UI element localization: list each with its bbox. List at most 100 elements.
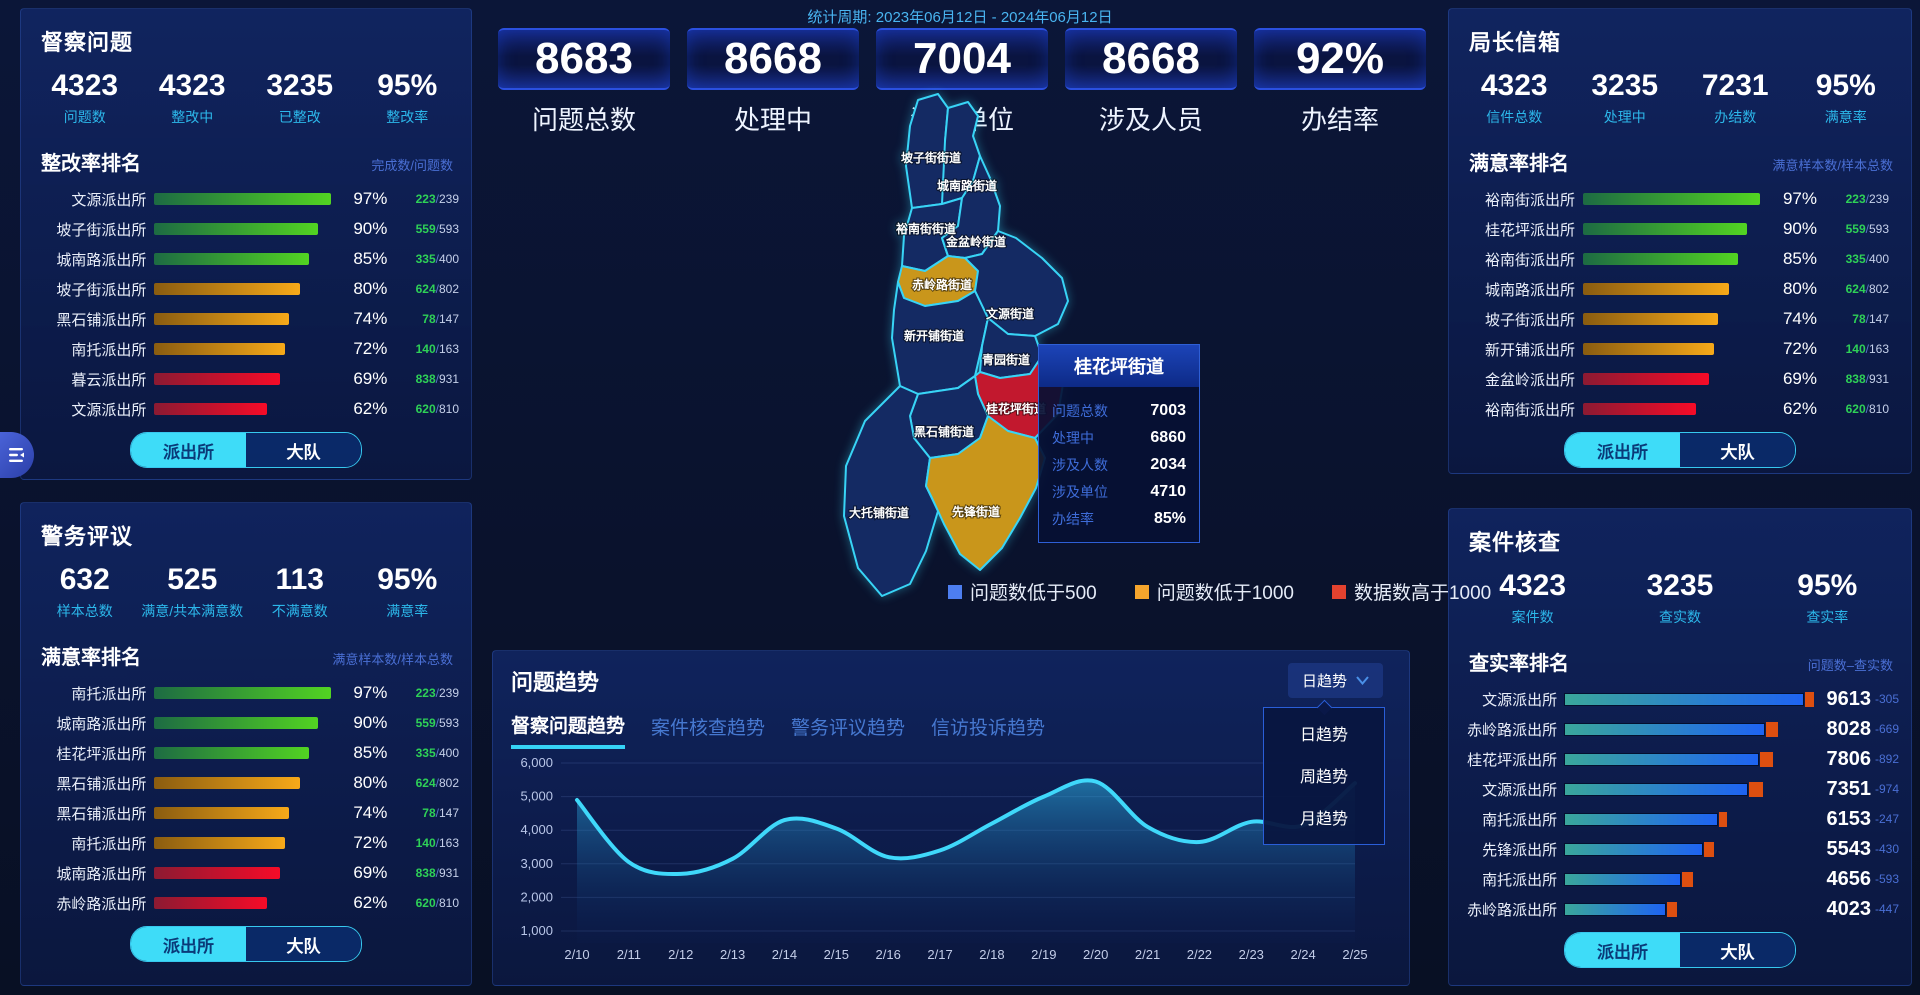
minus-value: -447 (1874, 902, 1899, 916)
ranking-bar-fill (154, 747, 310, 759)
toggle-police-station[interactable]: 派出所 (131, 433, 246, 467)
panel-title: 案件核查 (1469, 530, 1562, 555)
stats-row: 632 样本总数 525 满意/共本满意数 113 不满意数 95% 满意率 (21, 551, 471, 621)
ranking-bar-track (154, 223, 335, 235)
station-name: 裕南街派出所 (1484, 251, 1575, 269)
legend-item[interactable]: 问题数低于500 (948, 578, 1097, 605)
ranking-list: 裕南街派出所 97% 223/239 桂花坪派出所 90% 559/593 裕南街派出所 85… (1449, 182, 1911, 424)
stat-value: 95% (377, 69, 438, 102)
overview-stat: 8683 问题总数 (498, 28, 670, 137)
done-count: 223 (1845, 192, 1866, 206)
done-count: 620 (415, 402, 436, 416)
station-name: 坡子街派出所 (56, 281, 147, 299)
count-fraction: 838/931 (387, 866, 459, 880)
fraction-slash: / (435, 686, 439, 700)
toggle-brigade[interactable]: 大队 (1680, 933, 1795, 967)
legend-item[interactable]: 数据数高于1000 (1331, 578, 1492, 605)
ranking-bar-track (1583, 193, 1765, 205)
count-fraction: 335/400 (387, 252, 459, 266)
done-count: 624 (415, 776, 436, 790)
ranking-list: 文源派出所 97% 223/239 坡子街派出所 90% 559/593 城南路派出所 85%… (21, 182, 471, 424)
legend-label: 数据数高于1000 (1353, 583, 1492, 604)
ranking-bar-fill (154, 807, 290, 819)
trend-range-dropdown[interactable]: 日趋势 (1287, 663, 1383, 698)
stat-pillar: 7004 (876, 28, 1048, 90)
toggle-police-station[interactable]: 派出所 (1565, 433, 1680, 467)
x-axis-tick: 2/21 (1135, 947, 1160, 962)
toggle-police-station[interactable]: 派出所 (1565, 933, 1680, 967)
legend-label: 问题数低于1000 (1156, 583, 1294, 604)
total-count: 239 (438, 686, 459, 700)
ranking-bar-track (1564, 841, 1816, 857)
station-name: 城南路派出所 (56, 715, 147, 733)
total-count: 802 (1868, 282, 1889, 296)
total-count: 239 (1868, 192, 1889, 206)
ranking-bar-track (1564, 781, 1816, 797)
ranking-row: 南托派出所 97% 223/239 (29, 678, 459, 708)
stat: 113 不满意数 (246, 563, 354, 621)
done-count: 335 (415, 252, 436, 266)
stat-label: 整改中 (171, 109, 214, 125)
ranking-bar-cap (1805, 691, 1815, 707)
fraction-slash: / (435, 222, 439, 236)
tab-item[interactable]: 警务评议趋势 (791, 711, 905, 749)
ranking-row: 桂花坪派出所 7806 -892 (1457, 744, 1899, 774)
ranking-bar-fill (1583, 253, 1738, 265)
y-axis-tick: 6,000 (520, 755, 553, 770)
stat: 4323 问题数 (31, 69, 139, 127)
legend-item[interactable]: 问题数低于1000 (1134, 578, 1294, 605)
legend-swatch (948, 584, 962, 599)
dropdown-option[interactable]: 月趋势 (1264, 796, 1384, 838)
stat-label: 满意率 (386, 603, 429, 619)
count-fraction: 78/147 (387, 806, 459, 820)
tab-item[interactable]: 信访投诉趋势 (931, 711, 1045, 749)
tab-active[interactable]: 督察问题趋势 (511, 711, 626, 749)
ranking-bar-cap (1760, 751, 1774, 767)
stat-value: 7231 (1701, 69, 1769, 102)
ranking-row: 南托派出所 6153 -247 (1457, 804, 1899, 834)
station-name: 南托派出所 (1482, 811, 1558, 829)
ranking-bar-track (154, 253, 335, 265)
ranking-bar-fill (154, 403, 268, 415)
minus-value: -247 (1874, 812, 1899, 826)
station-name: 文源派出所 (1482, 781, 1558, 799)
toggle-police-station[interactable]: 派出所 (131, 927, 246, 961)
tooltip-value: 85% (1153, 509, 1186, 527)
fraction-slash: / (435, 836, 439, 850)
ranking-bar-fill (1564, 782, 1749, 796)
dropdown-option[interactable]: 周趋势 (1264, 754, 1384, 796)
count-fraction: 620/810 (387, 896, 459, 910)
toggle-brigade[interactable]: 大队 (246, 927, 361, 961)
ranking-row: 桂花坪派出所 85% 335/400 (29, 738, 459, 768)
tooltip-row: 问题总数 7003 (1052, 397, 1186, 424)
count-fraction: 140/163 (387, 342, 459, 356)
percent-value: 69% (353, 863, 388, 882)
toggle-brigade[interactable]: 大队 (1680, 433, 1795, 467)
overview-stats: 8683问题总数8668处理中7004涉及单位8668涉及人员92%办结率 (498, 28, 1426, 137)
district-新开铺街道[interactable] (891, 281, 989, 395)
percent-value: 90% (353, 219, 388, 238)
tooltip-value: 4710 (1150, 482, 1186, 500)
stat: 95% 满意率 (354, 563, 462, 621)
toggle-brigade[interactable]: 大队 (246, 433, 361, 467)
percent-value: 62% (353, 399, 388, 418)
ranking-bar-fill (1583, 403, 1696, 415)
stat-label: 处理中 (1603, 109, 1646, 125)
ranking-bar-track (1564, 721, 1816, 737)
dropdown-option[interactable]: 日趋势 (1264, 712, 1384, 754)
tooltip-value: 6860 (1150, 428, 1186, 446)
total-count: 802 (438, 282, 459, 296)
ranking-bar-fill (154, 717, 319, 729)
total-count: 147 (438, 806, 459, 820)
station-name: 黑石铺派出所 (56, 775, 147, 793)
district-文源街道[interactable] (964, 230, 1069, 337)
total-count: 810 (438, 896, 459, 910)
unit-toggle: 派出所 大队 (130, 432, 362, 468)
district-大托铺街道[interactable] (843, 385, 939, 597)
stats-row: 4323 信件总数 3235 处理中 7231 办结数 95% 满意率 (1449, 57, 1911, 127)
station-name: 桂花坪派出所 (1484, 221, 1575, 239)
percent-value: 62% (353, 893, 388, 912)
ranking-row: 黑石铺派出所 80% 624/802 (29, 768, 459, 798)
tab-item[interactable]: 案件核查趋势 (651, 711, 765, 749)
ranking-bar-track (154, 283, 335, 295)
